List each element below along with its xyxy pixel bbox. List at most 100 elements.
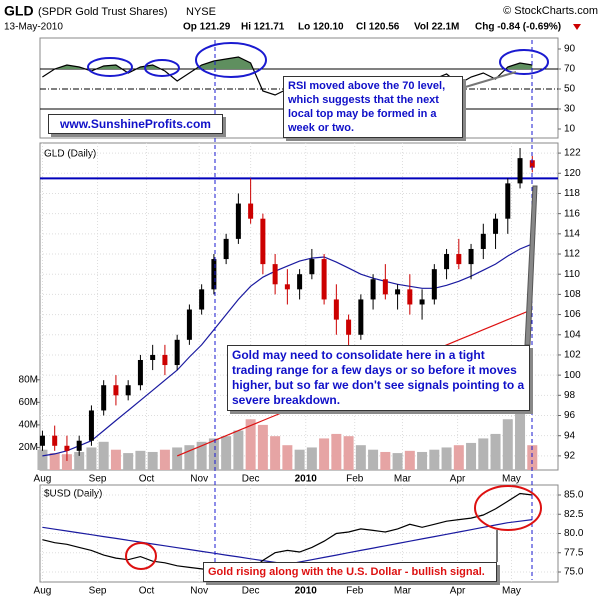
candle-body [419,299,425,305]
candle-body [493,218,499,234]
y-tick-label: 104 [564,329,581,340]
y-tick-label: 90 [564,44,576,55]
candle-body [186,309,192,340]
volume-bar [429,449,440,470]
y-tick-label: 98 [564,390,576,401]
y-tick-label: 116 [564,208,580,219]
y-tick-label: 100 [564,370,581,381]
candle-body [284,284,290,290]
candle-body [297,274,303,290]
volume-bar [135,450,146,470]
volume-bar [502,419,513,470]
y-tick-label: 85.0 [564,490,584,501]
candle-body [137,359,143,386]
y-tick-label: 70 [564,64,576,75]
y-tick-label: 114 [564,228,580,239]
candle-body [382,279,388,295]
candle-body [64,445,70,451]
volume-bar [86,447,97,470]
candle-body [39,435,45,446]
panel-label: $USD (Daily) [44,489,102,500]
volume-bar [490,433,501,470]
x-tick-label: Mar [394,474,412,485]
candle-body [431,269,437,300]
candle-body [370,279,376,300]
volume-bar [527,445,538,470]
x-tick-label: Oct [139,586,155,597]
candle-body [260,218,266,265]
quote: Cl 120.56 [356,22,400,33]
candle-body [333,299,339,320]
candle-body [346,319,352,335]
y-tick-label: 110 [564,269,580,280]
candle-body [395,289,401,295]
quote: Op 121.29 [183,22,231,33]
candle-body [517,158,523,184]
volume-bar [355,445,366,470]
volume-bar [466,442,477,470]
volume-bar [319,438,330,470]
candle-body [162,354,168,366]
y-tick-label: 80.0 [564,528,584,539]
y-tick-label: 77.5 [564,547,584,558]
x-tick-label: Apr [450,586,466,597]
line [42,492,533,575]
candle-body [52,435,58,446]
candle-body [529,160,535,168]
moving-average [42,243,533,457]
volume-bar [245,419,256,470]
volume-bar [110,449,121,470]
candle-body [321,259,327,300]
volume-bar [172,447,183,470]
y-tick-label: 106 [564,309,581,320]
volume-bar [270,436,281,470]
volume-bar [233,430,244,470]
website: www.SunshineProfits.com [48,114,223,134]
candle-body [76,440,82,451]
candle-body [88,410,94,441]
volume-bar [441,447,452,470]
candle-body [444,254,450,270]
candle-body [248,203,254,219]
candle-body [235,203,241,239]
highlight [474,485,542,531]
exchange: NYSE [186,6,216,18]
annotations [87,40,549,580]
volume-bar [515,413,526,470]
volume-bar [343,436,354,470]
candle-body [211,259,217,290]
candle-body [272,264,278,285]
candle-body [407,289,413,305]
candle-body [174,339,180,366]
volume-bar [478,438,489,470]
volume-bar [61,454,72,470]
x-tick-label: Mar [394,586,412,597]
x-tick-label: 2010 [295,586,318,597]
quote: Vol 22.1M [414,22,459,33]
y-tick-label: 108 [564,289,581,300]
volume-bar [98,441,109,470]
quote: Chg -0.84 (-0.69%) [475,22,561,33]
candle-body [199,289,205,310]
candle-body [101,385,107,411]
candle-body [456,254,462,265]
usd-note: Gold rising along with the U.S. Dollar -… [203,562,497,582]
candle-body [468,248,474,265]
highlight [125,542,157,570]
symbol: GLD [4,3,34,19]
price-panel [39,142,559,471]
rsi-note: RSI moved above the 70 level, which sugg… [283,76,463,138]
volume-bar [147,451,158,470]
x-tick-label: Feb [346,586,364,597]
volume-bar [37,449,48,470]
volume-bar [404,450,415,470]
volume-bar [159,449,170,470]
highlight [499,49,549,75]
y-tick-label: 102 [564,350,581,361]
x-tick-label: Apr [450,474,466,485]
y-tick-label: 120 [564,168,581,179]
x-tick-label: Feb [346,474,364,485]
y-tick-label: 92 [564,451,576,462]
